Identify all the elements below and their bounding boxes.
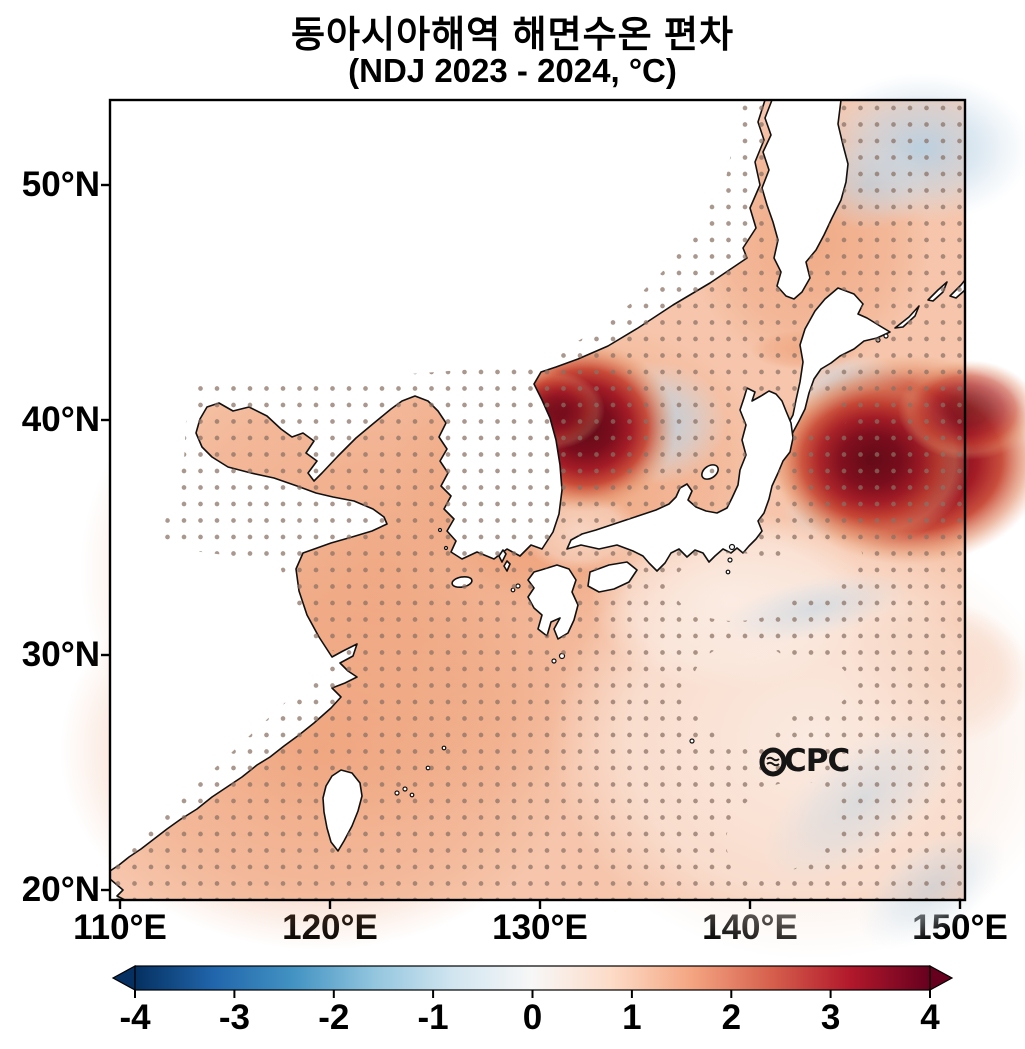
- colorbar-left-arrow: [111, 964, 136, 992]
- lat-tick-label-50n: 50°N: [21, 165, 100, 204]
- colorbar-ticks: [134, 990, 931, 998]
- cbar-label-3: 3: [820, 998, 841, 1037]
- lat-tick-label-20n: 20°N: [21, 870, 100, 909]
- axis-ticks: [101, 183, 962, 909]
- cbar-label-0: 0: [522, 998, 543, 1037]
- chart-subtitle: (NDJ 2023 - 2024, °C): [348, 52, 677, 89]
- cbar-label-m4: -4: [119, 998, 151, 1037]
- significance-stippling: [110, 100, 965, 900]
- lon-tick-label-130e: 130°E: [492, 908, 588, 947]
- cbar-label-m1: -1: [417, 998, 449, 1037]
- colorbar: [100, 960, 960, 1004]
- chart-title: 동아시아해역 해면수온 편차: [290, 14, 735, 55]
- cbar-label-m2: -2: [318, 998, 350, 1037]
- ocpc-logo-text: CPC: [784, 743, 850, 779]
- colorbar-right-arrow: [929, 964, 954, 992]
- plot-border: [108, 98, 967, 902]
- cbar-label-2: 2: [721, 998, 742, 1037]
- lon-tick-label-110e: 110°E: [73, 908, 167, 947]
- colorbar-gradient: [134, 965, 931, 991]
- colorbar-svg: [111, 964, 954, 998]
- ocpc-logo: CPC: [758, 743, 850, 779]
- wave-o-icon: [759, 747, 787, 777]
- sst-anomaly-map-svg: [60, 73, 1025, 960]
- cbar-label-4: 4: [920, 998, 940, 1037]
- map-plot: [60, 73, 1025, 960]
- cbar-label-m3: -3: [218, 998, 250, 1037]
- cbar-label-1: 1: [622, 998, 642, 1037]
- lat-tick-label-40n: 40°N: [21, 400, 100, 439]
